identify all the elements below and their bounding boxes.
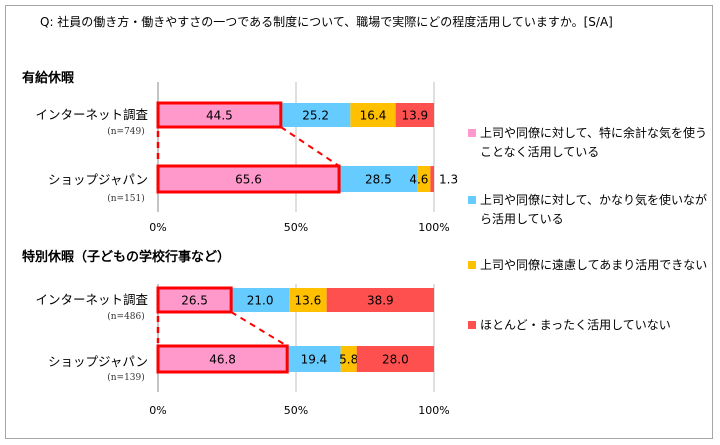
data-label: 21.0 [247, 294, 274, 308]
bar-segment [158, 166, 340, 192]
bar-segment [158, 288, 232, 312]
legend-item-2: 上司や同僚に対して、かなり気を使いながら活用している [468, 191, 708, 229]
bar-segment [339, 166, 418, 192]
sample-size-label: (n=151) [107, 193, 145, 204]
section-title-paid-leave: 有給休暇 [22, 71, 75, 86]
bar-segment [158, 103, 281, 127]
bar-segment [280, 103, 351, 127]
legend-swatch [468, 261, 476, 269]
chart-frame [5, 5, 713, 439]
bar-segment [356, 346, 434, 372]
legend-swatch [468, 129, 476, 137]
sample-size-label: (n=139) [107, 372, 145, 383]
sample-size-label: (n=486) [107, 311, 145, 322]
category-label: インターネット調査 [35, 292, 148, 307]
data-label: 4.6 [409, 173, 428, 187]
bar-segment [158, 346, 288, 372]
data-label: 26.5 [181, 294, 208, 308]
legend-label: 上司や同僚に対して、かなり気を使いながら活用している [480, 193, 708, 226]
data-label: 25.2 [302, 109, 329, 123]
bar-segment [395, 103, 434, 127]
data-label: 13.6 [295, 294, 322, 308]
bar-segment [350, 103, 396, 127]
data-label: 5.8 [339, 353, 358, 367]
legend-item-4: ほとんど・まったく活用していない [468, 316, 708, 335]
highlight-box [156, 286, 233, 314]
x-tick-label: 50% [284, 221, 308, 234]
connector-dashed-line [280, 126, 340, 167]
highlight-box [156, 164, 341, 194]
highlight-box [156, 344, 289, 374]
category-label: ショップジャパン [48, 354, 148, 369]
data-label: 16.4 [360, 109, 387, 123]
bar-segment [340, 346, 357, 372]
bar-segment [430, 166, 434, 192]
legend-swatch [468, 321, 476, 329]
legend-label: 上司や同僚に遠慮してあまり活用できない [480, 258, 708, 272]
x-tick-label: 0% [149, 404, 166, 417]
category-label: ショップジャパン [48, 172, 148, 187]
data-label: 65.6 [235, 173, 262, 187]
legend-swatch [468, 196, 476, 204]
data-label: 28.5 [365, 173, 392, 187]
data-label: 19.4 [301, 353, 328, 367]
sample-size-label: (n=749) [107, 126, 145, 137]
section-title-special-leave: 特別休暇（子どもの学校行事など） [22, 250, 231, 265]
legend-item-1: 上司や同僚に対して、特に余計な気を使うことなく活用している [468, 124, 708, 162]
data-label: 13.9 [401, 109, 428, 123]
data-label: 38.9 [367, 294, 394, 308]
legend-item-3: 上司や同僚に遠慮してあまり活用できない [468, 256, 708, 275]
bar-segment [287, 346, 341, 372]
x-tick-label: 0% [149, 221, 166, 234]
legend-label: 上司や同僚に対して、特に余計な気を使うことなく活用している [480, 126, 708, 159]
x-tick-label: 100% [418, 221, 449, 234]
bar-segment [326, 288, 434, 312]
bar-segment [231, 288, 290, 312]
x-tick-label: 100% [418, 404, 449, 417]
data-label: 1.3 [439, 173, 458, 187]
connector-dashed-line [230, 311, 288, 347]
highlight-box [156, 101, 283, 129]
data-label: 28.0 [382, 353, 409, 367]
x-tick-label: 50% [284, 404, 308, 417]
bar-segment [289, 288, 327, 312]
legend-label: ほとんど・まったく活用していない [480, 318, 671, 332]
bar-segment [417, 166, 431, 192]
question-title: Q: 社員の働き方・働きやすさの一つである制度について、職場で実際にどの程度活用… [40, 15, 613, 29]
data-label: 44.5 [206, 109, 233, 123]
category-label: インターネット調査 [35, 107, 148, 122]
data-label: 46.8 [209, 353, 236, 367]
